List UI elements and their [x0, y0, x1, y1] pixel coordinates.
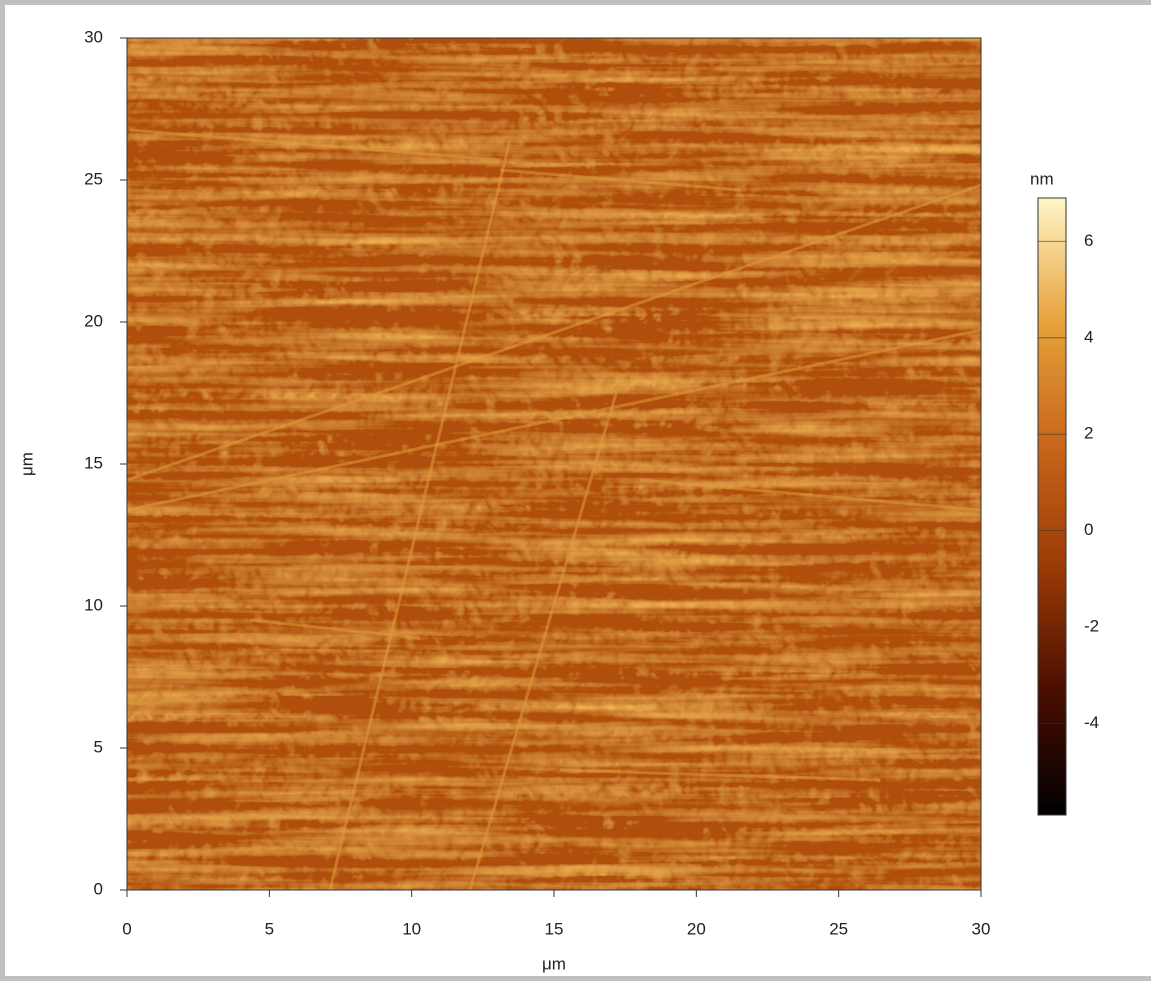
- y-tick-label: 15: [84, 453, 103, 472]
- colorbar-tick-label: -4: [1084, 713, 1099, 732]
- y-tick-label: 20: [84, 311, 103, 330]
- image-texture: [127, 38, 981, 890]
- y-tick-label: 10: [84, 595, 103, 614]
- y-tick-label: 25: [84, 169, 103, 188]
- y-tick-label: 5: [94, 737, 103, 756]
- frame: [0, 0, 5, 981]
- colorbar-label: nm: [1030, 169, 1054, 188]
- x-tick-label: 5: [265, 919, 274, 938]
- x-axis-label: μm: [542, 954, 566, 973]
- y-tick-label: 30: [84, 27, 103, 46]
- colorbar-tick-label: 4: [1084, 327, 1093, 346]
- x-tick-label: 20: [687, 919, 706, 938]
- frame: [0, 0, 1151, 5]
- colorbar-tick-label: 6: [1084, 231, 1093, 250]
- x-tick-label: 30: [972, 919, 991, 938]
- x-tick-label: 25: [829, 919, 848, 938]
- colorbar-tick-label: -2: [1084, 616, 1099, 635]
- colorbar-tick-label: 0: [1084, 520, 1093, 539]
- x-tick-label: 0: [122, 919, 131, 938]
- y-tick-label: 0: [94, 879, 103, 898]
- x-tick-label: 15: [545, 919, 564, 938]
- x-tick-label: 10: [402, 919, 421, 938]
- colorbar: [1037, 197, 1067, 816]
- colorbar-tick-label: 2: [1084, 424, 1093, 443]
- afm-image: [126, 38, 982, 891]
- frame: [0, 976, 1151, 981]
- streaks: [126, 128, 982, 891]
- y-axis-label: μm: [17, 452, 36, 476]
